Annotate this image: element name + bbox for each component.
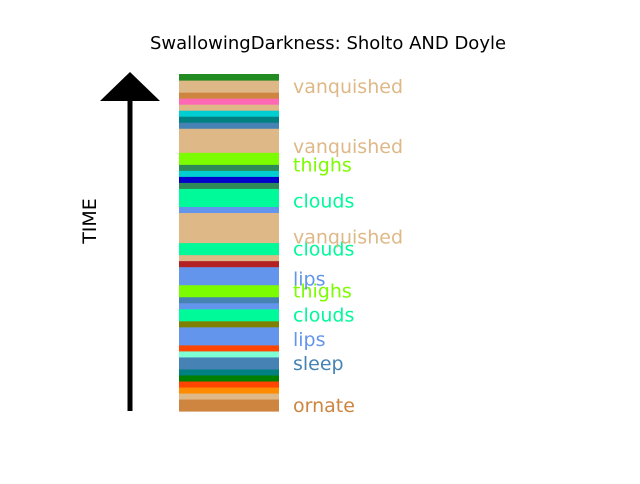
stripe-31: [179, 224, 279, 232]
stripe-label-5: thighs: [293, 281, 352, 303]
stripe-label-10: thighs: [293, 154, 352, 176]
stripe-11: [179, 344, 279, 352]
stripe-label-1: ornate: [293, 395, 355, 417]
stripe-23: [179, 272, 279, 280]
time-arrow-head: [100, 72, 160, 101]
stripe-4: [179, 386, 279, 394]
stripe-15: [179, 320, 279, 328]
stripe-12: [179, 338, 279, 346]
stripe-49: [179, 116, 279, 123]
stripe-56: [179, 74, 279, 81]
stripe-34: [179, 206, 279, 214]
stripe-29: [179, 236, 279, 244]
stripe-48: [179, 122, 279, 129]
stripe-label-4: clouds: [293, 305, 354, 327]
stripe-3: [179, 392, 279, 400]
stripe-label-2: sleep: [293, 353, 344, 375]
stripe-13: [179, 332, 279, 340]
stripe-30: [179, 230, 279, 238]
stripe-42: [179, 158, 279, 165]
stripe-label-12: vanquished: [293, 76, 403, 98]
stripe-16: [179, 314, 279, 322]
stripe-33: [179, 212, 279, 220]
stripe-label-9: clouds: [293, 190, 354, 212]
stripe-26: [179, 254, 279, 262]
stripe-5: [179, 380, 279, 388]
stripe-label-6: lips: [293, 269, 326, 291]
stripe-label-3: lips: [293, 329, 326, 351]
stripe-36: [179, 194, 279, 201]
stripe-25: [179, 260, 279, 268]
stripe-10: [179, 350, 279, 358]
stripe-45: [179, 140, 279, 147]
stripe-1: [179, 404, 279, 412]
stripe-41: [179, 164, 279, 171]
stripe-18: [179, 302, 279, 310]
stripe-47: [179, 128, 279, 135]
stripe-54: [179, 86, 279, 93]
stripe-43: [179, 152, 279, 159]
stripe-20: [179, 290, 279, 298]
chart-title: SwallowingDarkness: Sholto AND Doyle: [150, 33, 506, 54]
stripe-27: [179, 248, 279, 256]
stripe-24: [179, 266, 279, 274]
stripe-6: [179, 374, 279, 382]
stripe-stack: [179, 74, 279, 412]
stripe-28: [179, 242, 279, 250]
stripe-8: [179, 362, 279, 370]
stripe-46: [179, 134, 279, 141]
stripe-9: [179, 356, 279, 364]
stripe-37: [179, 188, 279, 195]
stripe-21: [179, 284, 279, 292]
stripe-40: [179, 170, 279, 177]
stripe-50: [179, 110, 279, 117]
stripe-35: [179, 200, 279, 207]
stripe-51: [179, 104, 279, 111]
stripe-label-11: vanquished: [293, 136, 403, 158]
stripe-52: [179, 98, 279, 105]
stripe-14: [179, 326, 279, 334]
stripe-22: [179, 278, 279, 286]
stripe-44: [179, 146, 279, 153]
stripe-39: [179, 176, 279, 183]
stripe-53: [179, 92, 279, 99]
label-group: ornatesleeplipscloudsthighslipscloudsvan…: [293, 76, 403, 417]
stripe-55: [179, 80, 279, 87]
stripe-38: [179, 182, 279, 189]
stripe-7: [179, 368, 279, 376]
stripe-label-8: vanquished: [293, 226, 403, 248]
stripe-19: [179, 296, 279, 304]
stripe-32: [179, 218, 279, 226]
stripe-17: [179, 308, 279, 316]
y-axis-label: TIME: [79, 198, 101, 245]
stripe-label-7: clouds: [293, 239, 354, 261]
stripe-2: [179, 398, 279, 406]
